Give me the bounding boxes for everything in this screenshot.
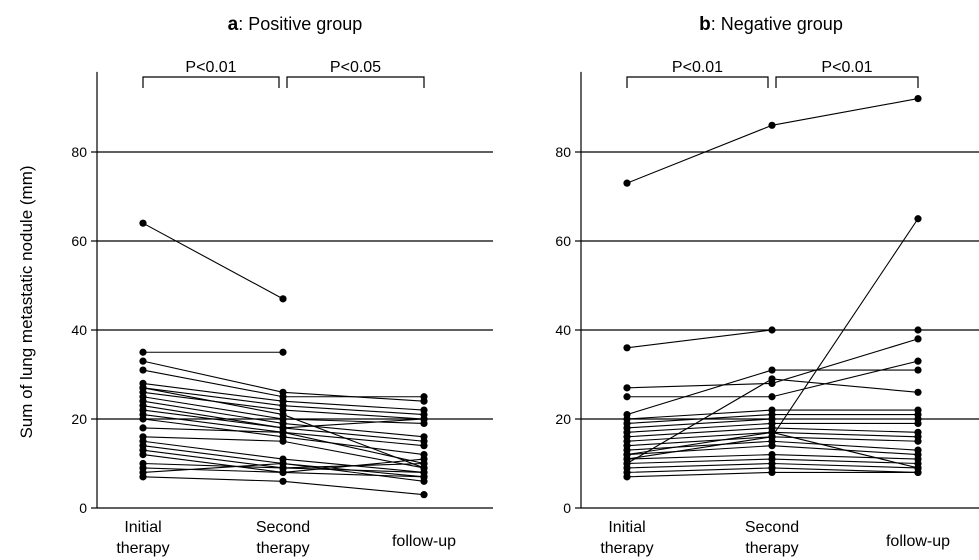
data-point <box>279 424 287 432</box>
data-point <box>768 428 776 436</box>
data-point <box>279 410 287 419</box>
data-point <box>139 473 147 481</box>
y-tick-label: 20 <box>71 411 87 427</box>
y-tick-label: 60 <box>555 233 571 249</box>
data-point <box>914 464 922 472</box>
y-axis-label: Sum of lung metastatic nodule (mm) <box>17 165 36 438</box>
data-point <box>420 464 428 472</box>
y-tick-label: 20 <box>555 411 571 427</box>
panel-title-text: : Negative group <box>711 14 843 34</box>
data-point <box>279 477 287 485</box>
data-point <box>420 477 428 485</box>
data-point <box>768 468 776 476</box>
data-point <box>623 179 631 187</box>
data-point <box>914 437 922 445</box>
data-point <box>279 437 287 445</box>
data-point <box>914 326 922 334</box>
data-point <box>279 295 287 303</box>
significance-label: P<0.01 <box>672 59 723 76</box>
panel-a-positive-group: a: Positive group 0 20 40 60 80 Initial therapy… <box>71 14 493 557</box>
data-point <box>139 424 147 432</box>
data-point <box>139 219 147 227</box>
data-point <box>420 491 428 499</box>
data-point <box>914 366 922 374</box>
data-point <box>914 419 922 428</box>
x-tick-label: therapy <box>116 540 169 557</box>
y-tick-label: 40 <box>71 322 87 338</box>
data-point <box>914 95 922 103</box>
data-point <box>768 375 776 383</box>
data-point <box>914 357 922 365</box>
x-tick-label: therapy <box>256 540 309 557</box>
data-point <box>139 357 147 365</box>
data-point <box>279 459 287 468</box>
x-tick-label: therapy <box>600 540 653 557</box>
data-point <box>623 473 631 481</box>
data-point <box>768 121 776 129</box>
panel-letter: b <box>699 14 711 35</box>
data-point <box>139 415 147 423</box>
data-point <box>420 455 428 463</box>
data-point <box>420 393 428 401</box>
x-tick-label: follow-up <box>886 533 950 550</box>
data-point <box>420 442 428 450</box>
data-point <box>768 326 776 334</box>
data-point <box>768 366 776 374</box>
panel-title-text: : Positive group <box>238 14 362 34</box>
significance-bracket <box>286 76 425 88</box>
data-point <box>139 348 147 356</box>
x-tick-label: Second <box>256 519 310 536</box>
y-tick-label: 60 <box>71 233 87 249</box>
significance-label: P<0.05 <box>330 59 381 76</box>
y-tick-label: 40 <box>555 322 571 338</box>
data-point <box>139 384 147 392</box>
x-tick-label: therapy <box>745 540 798 557</box>
y-tick-label: 0 <box>79 500 87 516</box>
significance-label: P<0.01 <box>821 59 872 76</box>
y-tick-label: 80 <box>71 144 87 160</box>
panel-title: b: Negative group <box>699 14 843 35</box>
data-point <box>768 393 776 401</box>
data-point <box>914 335 922 343</box>
y-tick-label: 80 <box>555 144 571 160</box>
data-point <box>623 393 631 401</box>
significance-bracket <box>142 76 280 88</box>
panel-title: a: Positive group <box>228 14 363 35</box>
data-point <box>623 459 631 468</box>
series-line <box>142 222 284 300</box>
series-line <box>626 98 919 184</box>
data-point <box>279 468 287 476</box>
data-point <box>279 348 287 356</box>
data-point <box>768 442 776 450</box>
x-tick-label: follow-up <box>392 533 456 550</box>
data-point <box>914 215 922 223</box>
data-point <box>139 402 147 410</box>
significance-label: P<0.01 <box>185 59 236 76</box>
data-point <box>420 415 428 423</box>
y-tick-label: 0 <box>563 500 571 516</box>
panel-b-negative-group: b: Negative group 0 20 40 60 80 Initial therapy… <box>555 14 979 557</box>
x-tick-label: Initial <box>124 519 161 536</box>
significance-bracket <box>626 76 769 88</box>
x-tick-label: Second <box>745 519 799 536</box>
significance-bracket <box>775 76 919 88</box>
data-point <box>914 388 922 396</box>
panel-letter: a <box>228 14 239 35</box>
data-point <box>139 451 147 459</box>
data-point <box>623 344 631 352</box>
data-point <box>623 451 631 459</box>
data-point <box>623 384 631 392</box>
data-point <box>139 366 147 374</box>
x-tick-label: Initial <box>608 519 645 536</box>
